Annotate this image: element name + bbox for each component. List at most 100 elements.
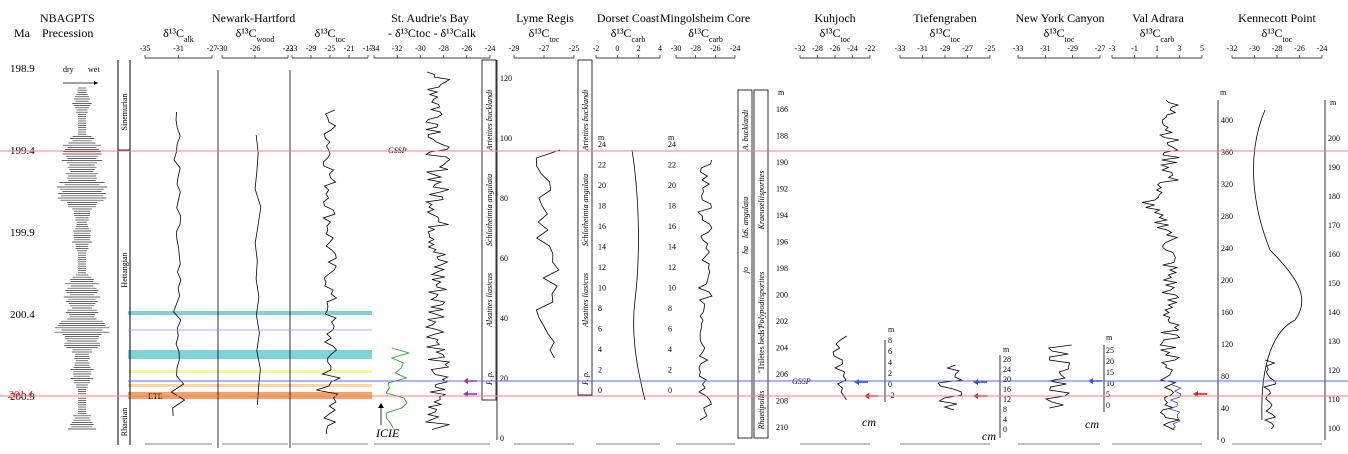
palyno-rhaetipollis: Rhaetipollis: [757, 391, 766, 431]
sab-depth-label: 100: [500, 134, 512, 143]
curve-tiefengraben: [937, 364, 963, 411]
dorset-depth-label: 20: [598, 181, 606, 190]
ma-tick-label: 198.9: [10, 63, 35, 75]
tief-depth-label: 24: [1003, 365, 1011, 374]
icie-arrowhead: [378, 403, 384, 408]
dry-wet-arrowhead: [94, 81, 98, 85]
ming-scale-m: m: [778, 88, 785, 97]
ming-palyno-column: [753, 89, 769, 439]
section-tick-label: -24: [730, 44, 741, 53]
section-title: Tiefengraben: [913, 11, 977, 25]
section-subtitle: δ¹³Ctoc: [930, 26, 961, 44]
ming-scale-label: 192: [776, 185, 788, 194]
section-subtitle: δ¹³Ctoc: [315, 26, 346, 44]
ming-scale-label: 190: [776, 158, 788, 167]
section-subtitle: δ¹³Cwood: [236, 26, 275, 44]
curve-val-adrara-blue: [1168, 384, 1182, 431]
ming-depth-label: 24: [668, 140, 676, 149]
curve-kennecott-lower: [1263, 359, 1277, 430]
val-depth-label: 360: [1221, 148, 1233, 157]
kenn-depth-label: 180: [1328, 192, 1340, 201]
yellow-band: [128, 370, 372, 373]
stage-label-rhaetian: Rhaetian: [120, 408, 129, 436]
tief-cm-label: cm: [982, 429, 996, 443]
dry-label: dry: [63, 65, 74, 74]
zone-s-angulata: S. angulata: [741, 197, 750, 233]
ming-scale-label: 186: [776, 105, 788, 114]
section-tick-label: -29: [306, 44, 317, 53]
ming-scale-label: 200: [776, 291, 788, 300]
section-subtitle: δ¹³Ctoc: [1044, 26, 1075, 44]
ming-depth-label: 18: [668, 202, 676, 211]
kenn-m-label: m: [1330, 98, 1337, 107]
section-tick-label: -24: [1317, 44, 1328, 53]
section-tick-label: -33: [287, 44, 298, 53]
ming-scale-label: 202: [776, 317, 788, 326]
kenn-depth-label: 160: [1328, 250, 1340, 259]
ming-scale-label: 196: [776, 238, 788, 247]
dorset-depth-label: 16: [598, 222, 606, 231]
section-title: Kennecott Point: [1238, 11, 1316, 25]
section-subtitle: δ¹³Ctoc: [1262, 26, 1293, 44]
section-tick-label: -25: [325, 44, 336, 53]
section-tick-label: -17: [363, 44, 374, 53]
nyc-depth-label: 5: [1106, 390, 1110, 399]
section-tick-label: -29: [509, 44, 520, 53]
section-tick-label: -26: [710, 44, 721, 53]
nyc-depth-label: 0: [1106, 401, 1110, 410]
dorset-depth-label: 0: [598, 386, 602, 395]
zone-ha: ha: [741, 246, 750, 254]
curve-nyc: [1044, 344, 1072, 409]
sab-depth-label: 0: [500, 434, 504, 443]
section-tick-label: -21: [344, 44, 355, 53]
ma-tick-label: 200.9: [10, 391, 35, 403]
curve-mingolsheim: [697, 159, 713, 421]
blue-arrow-head: [973, 379, 978, 385]
zone-liasicus: Alsatites liasicus: [581, 273, 590, 328]
section-tick-label: -27: [539, 44, 550, 53]
section-tick-label: -30: [671, 44, 682, 53]
curve-newark-alk: [170, 111, 186, 417]
val-m-label: m: [1220, 88, 1227, 97]
section-title: Val Adrara: [1132, 11, 1184, 25]
val-depth-label: 320: [1221, 180, 1233, 189]
kenn-depth-label: 100: [1328, 424, 1340, 433]
section-tick-label: 5: [1200, 44, 1204, 53]
section-tick-label: -33: [895, 44, 906, 53]
ming-depth-label: 0: [668, 386, 672, 395]
section-tick-label: -3: [1109, 44, 1116, 53]
section-tick-label: -22: [283, 44, 294, 53]
tief-depth-label: 20: [1003, 375, 1011, 384]
blue-arrow-head: [854, 379, 859, 385]
ma-tick-label: 199.9: [10, 227, 35, 239]
nyc-depth-label: 20: [1106, 357, 1114, 366]
cyan-band: [128, 350, 372, 359]
ming-scale-label: 208: [776, 397, 788, 406]
nyc-cm-label: cm: [1085, 417, 1099, 431]
palyno-triletes: "Triletes beds": [757, 326, 766, 373]
kenn-depth-label: 140: [1328, 308, 1340, 317]
curve-lyme-regis: [535, 149, 561, 359]
kenn-depth-label: 130: [1328, 337, 1340, 346]
kenn-depth-label: 150: [1328, 279, 1340, 288]
section-tick-label: -26: [250, 44, 261, 53]
section-tick-label: -30: [217, 44, 228, 53]
dorset-m-label: m: [598, 133, 605, 142]
stage-label-hettangian: Hettangian: [120, 252, 129, 287]
curve-kuhjoch: [832, 335, 847, 401]
section-tick-label: -35: [140, 44, 151, 53]
correlation-bands: [128, 311, 372, 399]
palyno-kraeuseliisporites: Kraeuseliisporites: [757, 171, 766, 231]
kenn-depth-label: 200: [1328, 134, 1340, 143]
ming-depth-label: 6: [668, 325, 672, 334]
cyan-band: [128, 311, 372, 315]
section-subtitle: δ¹³Ccarb: [1140, 26, 1175, 44]
sab-depth-label: 120: [500, 74, 512, 83]
ma-tick-label: 200.4: [10, 309, 35, 321]
dorset-depth-label: 14: [598, 243, 606, 252]
section-tick-label: -26: [461, 44, 472, 53]
nyc-depth-label: 10: [1106, 379, 1114, 388]
kenn-depth-label: 170: [1328, 221, 1340, 230]
dorset-depth-label: 6: [598, 325, 602, 334]
